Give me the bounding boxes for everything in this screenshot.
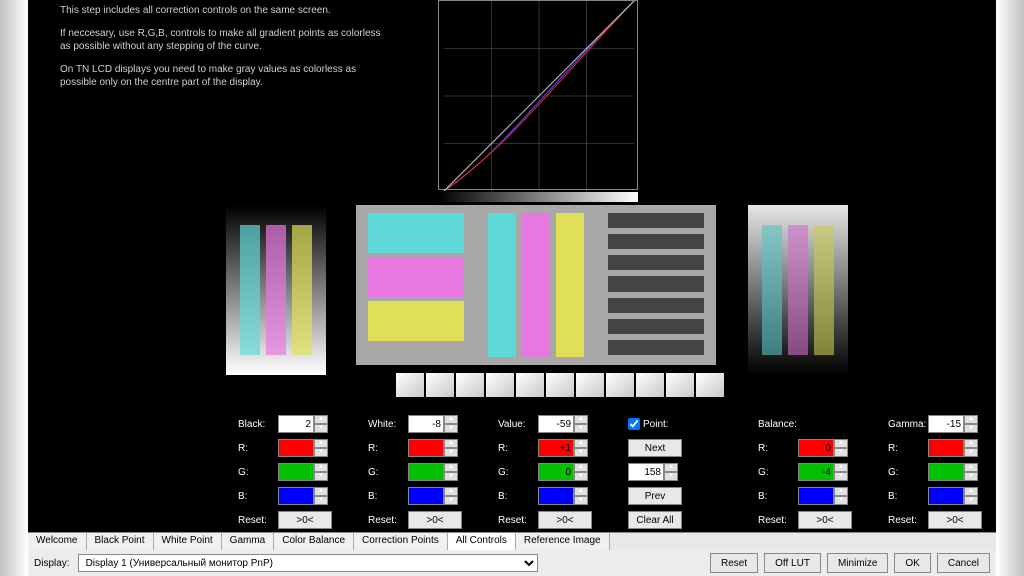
prev-button[interactable]: Prev (628, 487, 682, 505)
spin-down[interactable]: ▼ (314, 424, 328, 433)
display-select[interactable]: Display 1 (Универсальный монитор PnP) (78, 554, 538, 572)
tab-white-point[interactable]: White Point (154, 533, 222, 550)
minimize-button[interactable]: Minimize (827, 553, 888, 573)
tab-color-balance[interactable]: Color Balance (274, 533, 354, 550)
value-g-input[interactable] (538, 463, 574, 481)
gamma-g-input[interactable] (928, 463, 964, 481)
reset-button[interactable]: Reset (710, 553, 758, 573)
tab-correction-points[interactable]: Correction Points (354, 533, 448, 550)
tab-gamma[interactable]: Gamma (222, 533, 275, 550)
white-g-input[interactable] (408, 463, 444, 481)
cancel-button[interactable]: Cancel (937, 553, 990, 573)
off-lut-button[interactable]: Off LUT (764, 553, 821, 573)
value-reset-button[interactable]: >0< (538, 511, 592, 529)
next-button[interactable]: Next (628, 439, 682, 457)
balance-reset-button[interactable]: >0< (798, 511, 852, 529)
spin-up[interactable]: ▲ (314, 415, 328, 424)
gray-step-squares (396, 373, 724, 397)
gradient-strip (438, 192, 638, 202)
tab-black-point[interactable]: Black Point (87, 533, 154, 550)
gradient-panel-right (748, 205, 848, 375)
point-checkbox[interactable] (628, 418, 640, 430)
gamma-b-input[interactable] (928, 487, 964, 505)
white-column: White:▲▼ R:▲▼ G:▲▼ B:▲▼ Reset:>0< (368, 415, 468, 529)
gamma-column: Gamma:▲▼ R:▲▼ G:▲▼ B:▲▼ Reset:>0< (888, 415, 988, 529)
display-label: Display: (34, 558, 70, 569)
tab-welcome[interactable]: Welcome (28, 533, 87, 550)
balance-b-input[interactable] (798, 487, 834, 505)
tab-reference-image[interactable]: Reference Image (516, 533, 610, 550)
gamma-reset-button[interactable]: >0< (928, 511, 982, 529)
black-b-input[interactable] (278, 487, 314, 505)
point-column: Point: Next ▲▼ Prev Clear All (628, 415, 728, 529)
value-column: Value:▲▼ R:▲▼ G:▲▼ B:▲▼ Reset:>0< (498, 415, 598, 529)
black-g-input[interactable] (278, 463, 314, 481)
ok-button[interactable]: OK (894, 553, 930, 573)
clear-all-button[interactable]: Clear All (628, 511, 682, 529)
instructions: This step includes all correction contro… (60, 4, 390, 99)
black-r-input[interactable] (278, 439, 314, 457)
tab-bar: WelcomeBlack PointWhite PointGammaColor … (28, 532, 996, 550)
black-column: Black:▲▼ R:▲▼ G:▲▼ B:▲▼ Reset:>0< (238, 415, 338, 529)
white-b-input[interactable] (408, 487, 444, 505)
footer-bar: Display: Display 1 (Универсальный монито… (28, 550, 996, 576)
black-input[interactable] (278, 415, 314, 433)
tab-all-controls[interactable]: All Controls (448, 532, 516, 550)
white-reset-button[interactable]: >0< (408, 511, 462, 529)
gamma-r-input[interactable] (928, 439, 964, 457)
white-r-input[interactable] (408, 439, 444, 457)
balance-g-input[interactable] (798, 463, 834, 481)
gamma-curve-chart (438, 0, 638, 190)
point-value-input[interactable] (628, 463, 664, 481)
value-b-input[interactable] (538, 487, 574, 505)
calibration-panel (226, 205, 848, 391)
gradient-panel-left (226, 205, 326, 375)
value-r-input[interactable] (538, 439, 574, 457)
balance-column: Balance: R:▲▼ G:▲▼ B:▲▼ Reset:>0< (758, 415, 858, 529)
black-label: Black: (238, 419, 278, 430)
gamma-input[interactable] (928, 415, 964, 433)
black-reset-button[interactable]: >0< (278, 511, 332, 529)
value-input[interactable] (538, 415, 574, 433)
balance-r-input[interactable] (798, 439, 834, 457)
white-input[interactable] (408, 415, 444, 433)
